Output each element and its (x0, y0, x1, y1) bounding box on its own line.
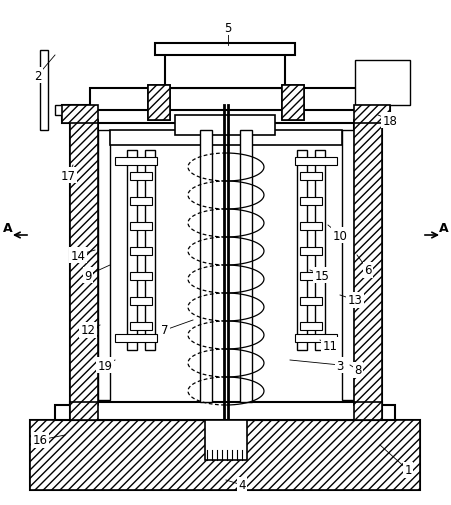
Bar (299, 322, 321, 330)
Text: 3: 3 (336, 359, 343, 372)
Bar (299, 197, 321, 206)
Text: 5: 5 (224, 21, 231, 34)
Bar (299, 173, 321, 181)
Bar (165, 54, 285, 89)
Text: 17: 17 (60, 169, 75, 182)
Bar (55, 106, 73, 116)
Bar (199, 131, 212, 402)
Bar (115, 334, 156, 342)
Bar (110, 131, 341, 146)
Text: 10: 10 (332, 229, 347, 242)
Text: 14: 14 (70, 249, 85, 262)
Bar (130, 322, 152, 330)
Bar (296, 150, 306, 350)
Bar (155, 44, 295, 56)
Bar (40, 51, 48, 131)
Bar (145, 150, 155, 350)
Text: 2: 2 (34, 69, 41, 82)
Bar (55, 405, 394, 420)
Text: 1: 1 (403, 464, 411, 477)
Bar (239, 131, 252, 402)
Text: A: A (438, 221, 448, 234)
Bar (127, 150, 137, 350)
Bar (70, 121, 98, 405)
Text: 12: 12 (80, 324, 95, 337)
Text: 4: 4 (238, 479, 245, 491)
Text: 11: 11 (322, 339, 337, 352)
Bar (295, 158, 336, 166)
Text: 19: 19 (97, 359, 112, 372)
Bar (205, 420, 246, 460)
Bar (353, 106, 389, 124)
Bar (130, 173, 152, 181)
Bar (295, 334, 336, 342)
Bar (70, 402, 381, 420)
Bar (353, 121, 381, 405)
Bar (341, 131, 353, 400)
Bar (115, 158, 156, 166)
Text: 9: 9 (84, 269, 92, 282)
Bar (147, 86, 170, 121)
Bar (281, 86, 304, 121)
Bar (130, 247, 152, 256)
Bar (353, 402, 381, 420)
Text: 6: 6 (364, 264, 371, 277)
Bar (299, 223, 321, 231)
Bar (130, 297, 152, 306)
Bar (281, 86, 304, 121)
Text: 16: 16 (32, 434, 47, 446)
Bar (62, 106, 389, 124)
Bar (147, 86, 170, 121)
Bar (299, 297, 321, 306)
Bar (62, 106, 98, 124)
Text: 15: 15 (314, 269, 329, 282)
Text: 13: 13 (347, 294, 362, 307)
Bar (70, 121, 98, 405)
Text: 8: 8 (354, 364, 361, 377)
Bar (130, 223, 152, 231)
Bar (30, 420, 419, 490)
Bar (175, 116, 274, 136)
Text: 7: 7 (161, 324, 168, 337)
Bar (314, 150, 324, 350)
Bar (130, 273, 152, 280)
Text: A: A (3, 221, 13, 234)
Bar (130, 197, 152, 206)
Bar (70, 402, 98, 420)
Bar (299, 247, 321, 256)
Text: 18: 18 (382, 114, 396, 127)
Bar (30, 420, 419, 490)
Bar (354, 61, 409, 106)
Bar (353, 121, 381, 405)
Bar (299, 273, 321, 280)
Bar (98, 131, 110, 400)
Bar (90, 89, 361, 111)
